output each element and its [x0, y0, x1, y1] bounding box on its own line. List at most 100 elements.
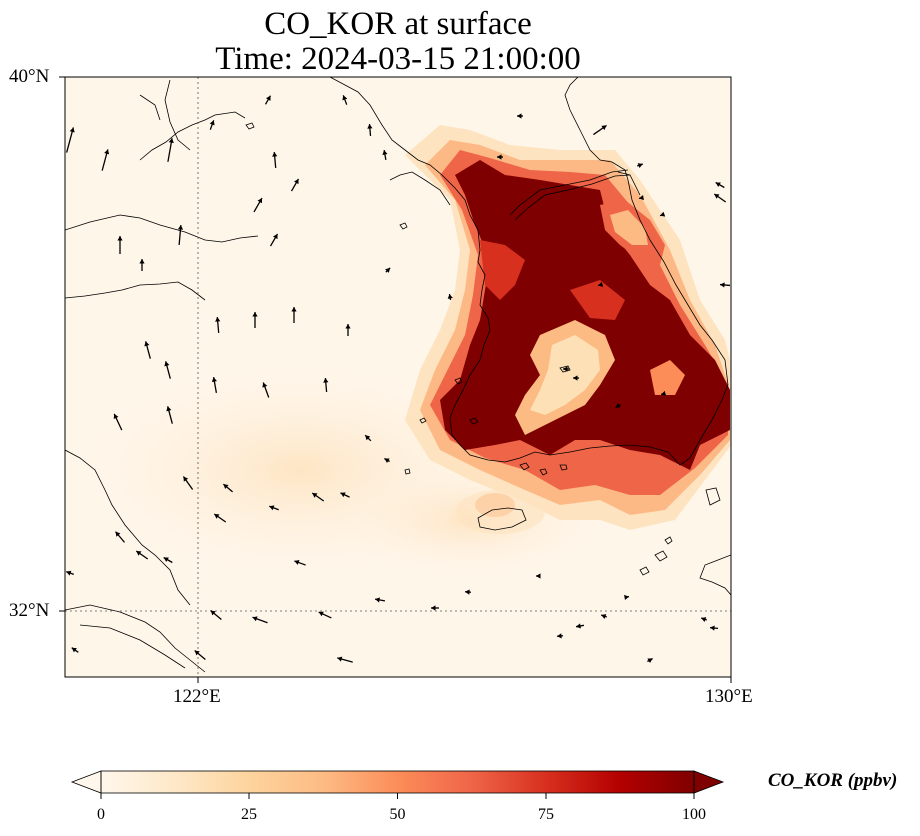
map-frame — [64, 76, 732, 678]
wind-arrow-head — [272, 152, 278, 157]
wind-arrow-head — [660, 211, 666, 217]
wind-arrow-head — [710, 625, 715, 631]
wind-arrow-head — [136, 550, 142, 556]
wind-arrow-head — [323, 378, 329, 383]
wind-arrow-head — [272, 233, 278, 240]
wind-arrow-head — [262, 382, 268, 388]
colorbar-extend-high — [693, 770, 725, 794]
colorbar — [70, 770, 725, 799]
wind-arrow-head — [647, 658, 653, 664]
wind-arrow-head — [337, 656, 343, 662]
wind-arrow-head — [701, 617, 707, 622]
wind-arrow-head — [115, 531, 121, 537]
wind-arrow-head — [318, 611, 324, 617]
wind-arrow-head — [340, 492, 346, 498]
wind-vectors — [66, 95, 731, 664]
wind-arrow-head — [113, 413, 119, 420]
map-time: Time: 2024-03-15 21:00:00 — [215, 41, 581, 77]
wind-arrow-head — [557, 633, 562, 639]
wind-arrow-head — [144, 341, 150, 347]
lat-tick-label: 32°N — [9, 600, 50, 621]
wind-arrow-head — [615, 403, 621, 408]
wind-arrow-head — [66, 570, 72, 576]
wind-arrow-head — [576, 623, 581, 629]
axis-ticks — [59, 76, 732, 683]
wind-arrow-head — [194, 650, 200, 656]
wind-arrow-head — [210, 610, 216, 616]
colorbar-tick-label: 100 — [682, 806, 706, 823]
map-title: CO_KOR at surface — [264, 6, 532, 42]
wind-arrow-head — [257, 198, 263, 204]
wind-arrow-head — [624, 594, 629, 600]
wind-arrow-head — [252, 616, 258, 622]
wind-arrow-head — [177, 225, 184, 230]
wind-arrow-head — [601, 125, 607, 131]
wind-arrow-head — [265, 95, 271, 101]
wind-arrow-head — [431, 605, 436, 611]
plume-gap — [650, 360, 685, 395]
wind-arrow-head — [367, 124, 373, 129]
wind-arrow-head — [661, 390, 667, 396]
wind-arrow-head — [252, 312, 258, 317]
wind-arrow-head — [211, 377, 217, 383]
wind-arrow-head — [342, 95, 348, 101]
wind-arrow-head — [384, 458, 390, 464]
wind-arrow-head — [447, 294, 453, 299]
wind-arrow-head — [517, 113, 522, 119]
wind-arrow-head — [104, 149, 110, 155]
wind-arrow-head — [312, 492, 318, 498]
coastlines — [65, 77, 731, 673]
wind-arrow-head — [168, 138, 174, 144]
lon-tick-label: 130°E — [705, 686, 753, 707]
colorbar-tick-label: 0 — [97, 806, 105, 823]
wind-arrow-head — [293, 178, 299, 185]
wind-arrow-head — [163, 557, 169, 563]
wind-arrow-head — [536, 573, 541, 579]
wind-arrow-head — [209, 120, 215, 126]
wind-arrow-head — [365, 435, 371, 441]
wind-arrow-head — [465, 589, 470, 595]
colorbar-tick-label: 75 — [538, 806, 554, 823]
colorbar-gradient — [101, 771, 694, 793]
wind-arrow-head — [601, 614, 607, 619]
wind-arrow-head — [215, 317, 221, 322]
colorbar-extend-low — [70, 770, 102, 794]
wind-arrow-head — [166, 406, 172, 412]
jeju-haze — [455, 490, 545, 534]
wind-arrow-head — [573, 375, 578, 381]
wind-arrow-head — [497, 154, 502, 160]
wind-arrow-head — [69, 127, 75, 133]
wind-arrow-head — [214, 513, 220, 519]
wind-arrow-head — [714, 193, 720, 199]
plume-gap — [570, 280, 625, 320]
wind-arrow-head — [71, 647, 77, 653]
wind-arrow-head — [385, 267, 391, 273]
wind-arrow-head — [563, 366, 568, 372]
wind-arrow-head — [639, 195, 644, 201]
wind-arrow-head — [164, 361, 170, 367]
plume-gap — [480, 240, 525, 300]
wind-arrow-head — [139, 259, 145, 264]
wind-arrow-head — [715, 182, 721, 188]
wind-arrow-head — [291, 307, 297, 312]
plume-gap — [610, 210, 648, 245]
wind-arrow-head — [637, 163, 643, 168]
wind-arrow-head — [223, 484, 229, 490]
wind-arrow-head — [117, 236, 123, 241]
colorbar-label: CO_KOR (ppbv) — [768, 770, 898, 791]
lon-tick-label: 122°E — [173, 686, 221, 707]
lat-tick-label: 40°N — [9, 66, 50, 87]
wind-arrow-head — [294, 560, 300, 565]
gridlines — [65, 77, 731, 677]
wind-arrow-head — [382, 150, 388, 155]
colorbar-tick-label: 25 — [241, 806, 257, 823]
wind-arrow-head — [183, 476, 189, 482]
wind-arrow-head — [720, 282, 725, 288]
colorbar-tick-label: 50 — [389, 806, 406, 823]
concentration-field — [65, 77, 731, 677]
plume-gap — [530, 335, 600, 415]
wind-arrow-head — [345, 324, 351, 329]
wind-arrow-head — [375, 597, 380, 603]
wind-arrow-head — [598, 281, 604, 287]
